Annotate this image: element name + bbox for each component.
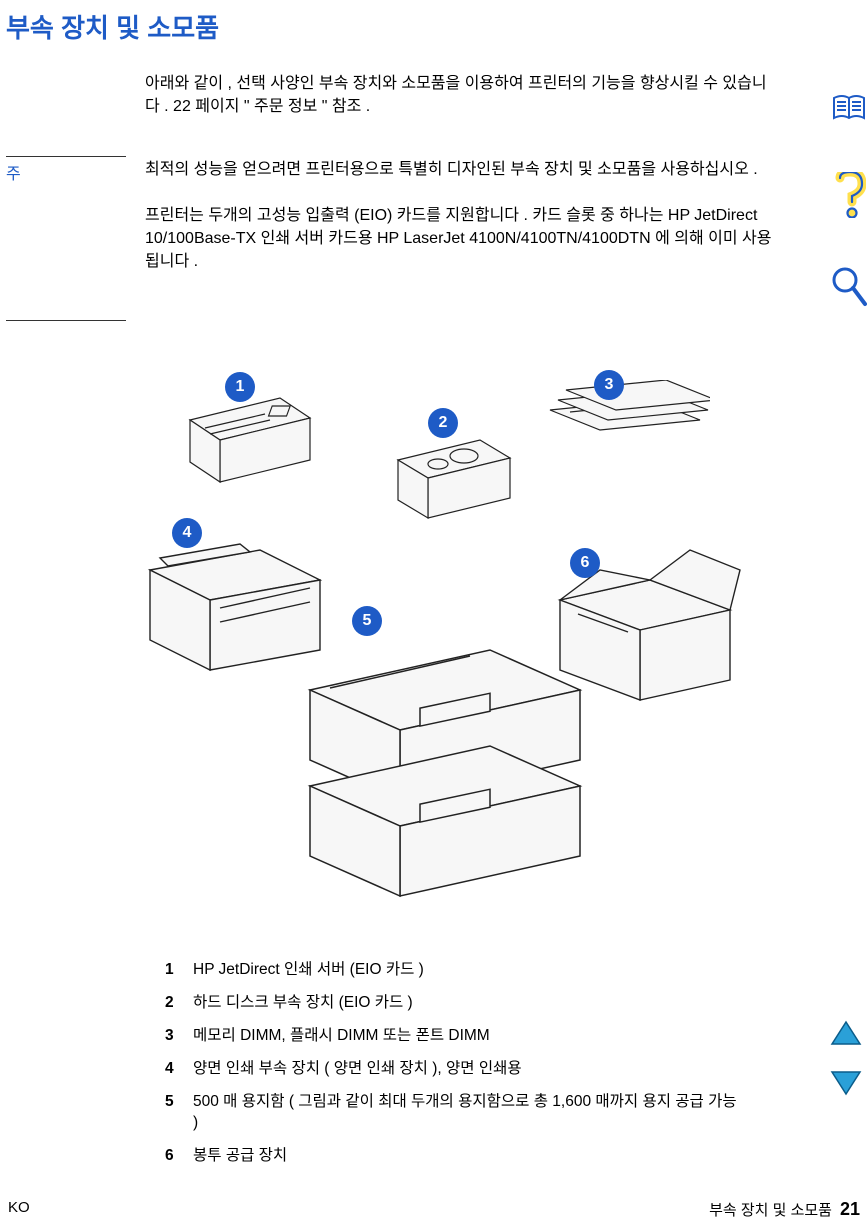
next-page-arrow[interactable] — [830, 1070, 862, 1096]
part-dimm — [540, 380, 710, 460]
intro-paragraph: 아래와 같이 , 선택 사양인 부속 장치와 소모품을 이용하여 프린터의 기능… — [145, 72, 775, 118]
callout-3: 3 — [594, 370, 624, 400]
legend-number: 1 — [165, 960, 193, 981]
callout-5: 5 — [352, 606, 382, 636]
legend-number: 6 — [165, 1146, 193, 1167]
page-nav — [830, 1020, 862, 1096]
part-eio-card — [170, 390, 320, 490]
legend-row: 6봉투 공급 장치 — [165, 1146, 745, 1167]
legend-number: 3 — [165, 1026, 193, 1047]
callout-2: 2 — [428, 408, 458, 438]
legend-row: 2하드 디스크 부속 장치 (EIO 카드 ) — [165, 993, 745, 1014]
callout-4: 4 — [172, 518, 202, 548]
accessories-figure: 1 2 3 4 5 6 — [100, 350, 800, 910]
part-paper-trays — [270, 630, 610, 910]
legend-row: 3메모리 DIMM, 플래시 DIMM 또는 폰트 DIMM — [165, 1026, 745, 1047]
legend-row: 4양면 인쇄 부속 장치 ( 양면 인쇄 장치 ), 양면 인쇄용 — [165, 1059, 745, 1080]
prev-page-arrow[interactable] — [830, 1020, 862, 1046]
note-rule-top — [6, 156, 126, 157]
legend-row: 5500 매 용지함 ( 그림과 같이 최대 두개의 용지함으로 총 1,600… — [165, 1092, 745, 1134]
page-title: 부속 장치 및 소모품 — [0, 0, 868, 45]
body-column: 아래와 같이 , 선택 사양인 부속 장치와 소모품을 이용하여 프린터의 기능… — [145, 72, 775, 273]
callout-1: 1 — [225, 372, 255, 402]
search-icon[interactable] — [831, 266, 867, 308]
legend-number: 4 — [165, 1059, 193, 1080]
note-paragraph: 최적의 성능을 얻으려면 프린터용으로 특별히 디자인된 부속 장치 및 소모품… — [145, 158, 775, 181]
note-label: 주 — [6, 160, 21, 184]
legend-number: 5 — [165, 1092, 193, 1134]
legend-text: HP JetDirect 인쇄 서버 (EIO 카드 ) — [193, 960, 745, 981]
legend-number: 2 — [165, 993, 193, 1014]
legend-text: 봉투 공급 장치 — [193, 1146, 745, 1167]
legend-list: 1HP JetDirect 인쇄 서버 (EIO 카드 )2하드 디스크 부속 … — [165, 960, 745, 1178]
book-icon[interactable] — [830, 92, 868, 124]
legend-text: 하드 디스크 부속 장치 (EIO 카드 ) — [193, 993, 745, 1014]
eio-paragraph: 프린터는 두개의 고성능 입출력 (EIO) 카드를 지원합니다 . 카드 슬롯… — [145, 204, 775, 274]
footer-page-number: 21 — [840, 1199, 860, 1220]
page-footer: KO 부속 장치 및 소모품 21 — [0, 1199, 868, 1220]
part-harddisk-card — [380, 432, 520, 532]
legend-text: 500 매 용지함 ( 그림과 같이 최대 두개의 용지함으로 총 1,600 … — [193, 1092, 745, 1134]
footer-section-title: 부속 장치 및 소모품 — [709, 1199, 832, 1220]
note-rule-bottom — [6, 320, 126, 321]
footer-left: KO — [8, 1199, 30, 1220]
legend-text: 메모리 DIMM, 플래시 DIMM 또는 폰트 DIMM — [193, 1026, 745, 1047]
legend-text: 양면 인쇄 부속 장치 ( 양면 인쇄 장치 ), 양면 인쇄용 — [193, 1059, 745, 1080]
legend-row: 1HP JetDirect 인쇄 서버 (EIO 카드 ) — [165, 960, 745, 981]
callout-6: 6 — [570, 548, 600, 578]
reader-toolbar — [830, 92, 868, 308]
help-icon[interactable] — [832, 172, 866, 218]
